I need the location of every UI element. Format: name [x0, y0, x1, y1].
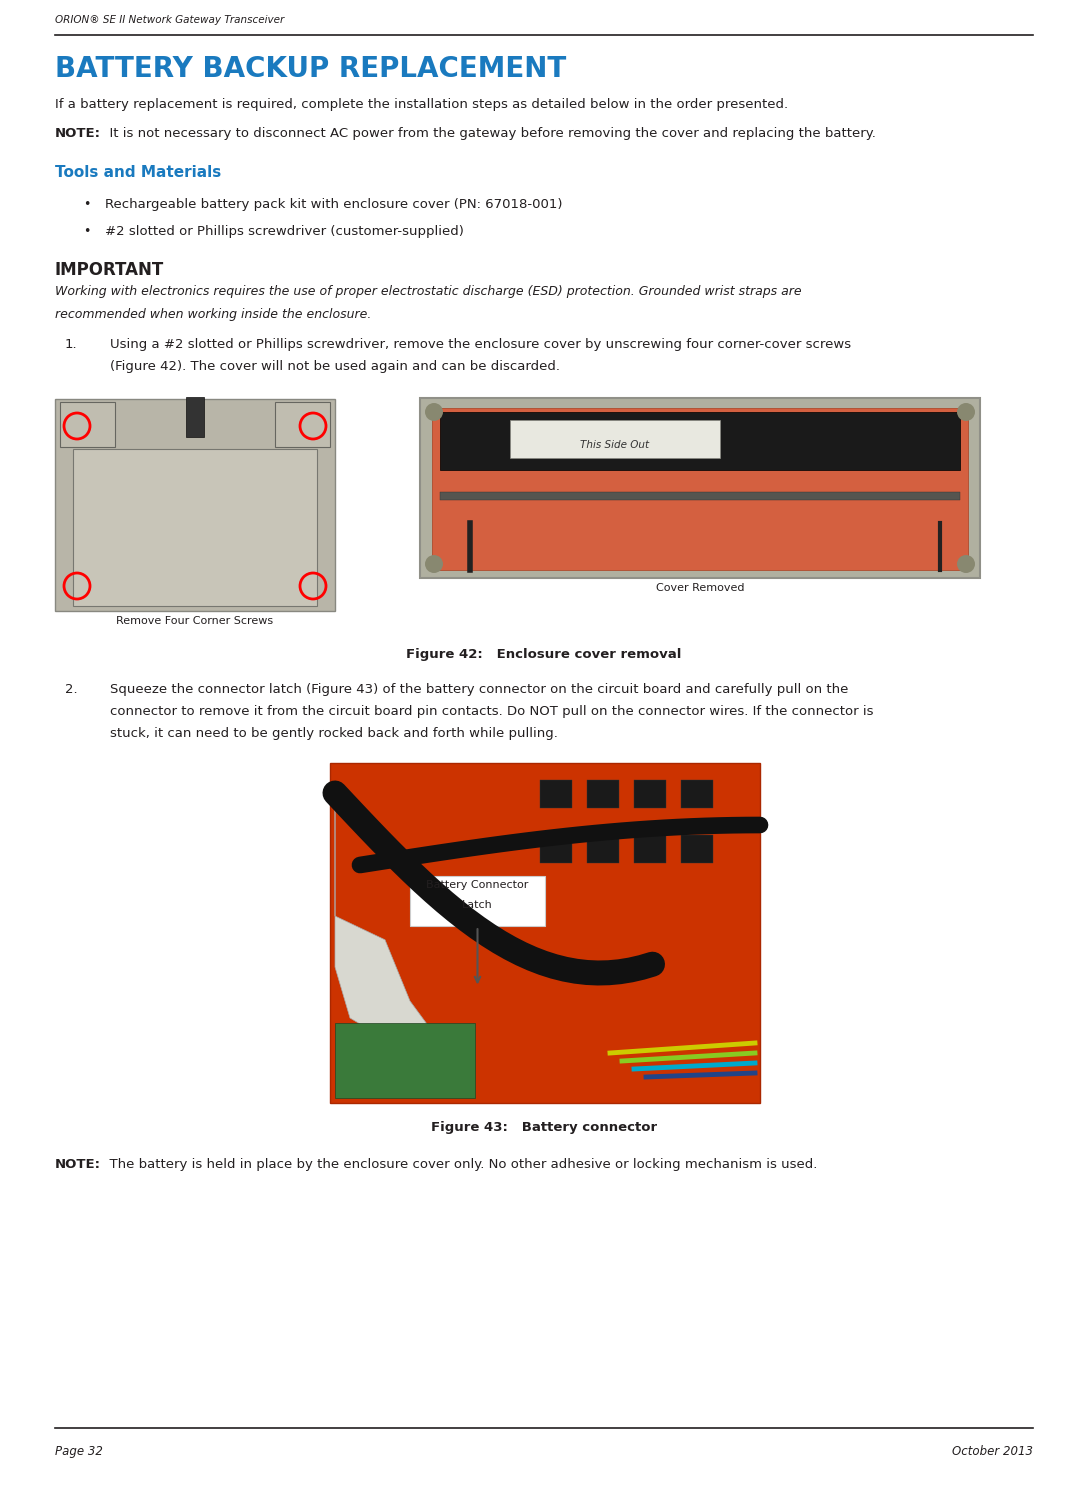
Bar	[588, 836, 619, 863]
Bar	[634, 780, 666, 809]
Text: stuck, it can need to be gently rocked back and forth while pulling.: stuck, it can need to be gently rocked b…	[110, 727, 558, 739]
Bar	[432, 407, 968, 570]
Bar	[540, 836, 572, 863]
Text: #2 slotted or Phillips screwdriver (customer-supplied): #2 slotted or Phillips screwdriver (cust…	[106, 225, 463, 237]
Bar	[275, 401, 330, 446]
Bar	[73, 449, 317, 606]
Text: •: •	[83, 198, 90, 210]
Text: IMPORTANT: IMPORTANT	[55, 262, 164, 280]
Text: Figure 42:   Enclosure cover removal: Figure 42: Enclosure cover removal	[406, 648, 682, 661]
Text: Battery Connector: Battery Connector	[426, 881, 529, 890]
Bar	[55, 398, 335, 612]
Text: If a battery replacement is required, complete the installation steps as detaile: If a battery replacement is required, co…	[55, 98, 788, 111]
Text: The battery is held in place by the enclosure cover only. No other adhesive or l: The battery is held in place by the encl…	[101, 1157, 817, 1171]
Text: Page 32: Page 32	[55, 1444, 103, 1458]
Text: Remove Four Corner Screws: Remove Four Corner Screws	[116, 616, 273, 627]
Bar	[588, 780, 619, 809]
Bar	[60, 401, 115, 446]
Bar	[681, 780, 713, 809]
Bar	[335, 1024, 475, 1099]
Bar	[634, 836, 666, 863]
Bar	[510, 419, 720, 458]
Text: ORION® SE II Network Gateway Transceiver: ORION® SE II Network Gateway Transceiver	[55, 15, 284, 26]
Text: Cover Removed: Cover Removed	[656, 583, 744, 594]
Text: •: •	[83, 225, 90, 237]
Bar	[420, 398, 980, 579]
Text: recommended when working inside the enclosure.: recommended when working inside the encl…	[55, 308, 371, 322]
Bar	[186, 397, 205, 437]
Text: Rechargeable battery pack kit with enclosure cover (PN: 67018-001): Rechargeable battery pack kit with enclo…	[106, 198, 562, 210]
Text: 2.: 2.	[65, 682, 77, 696]
Text: Tools and Materials: Tools and Materials	[55, 165, 221, 180]
Circle shape	[425, 555, 443, 573]
Bar	[440, 412, 960, 470]
Circle shape	[957, 555, 975, 573]
Circle shape	[957, 403, 975, 421]
Text: Squeeze the connector latch (Figure 43) of the battery connector on the circuit : Squeeze the connector latch (Figure 43) …	[110, 682, 849, 696]
Text: (Figure 42). The cover will not be used again and can be discarded.: (Figure 42). The cover will not be used …	[110, 361, 560, 373]
Bar	[540, 780, 572, 809]
Text: This Side Out: This Side Out	[580, 440, 650, 449]
Text: NOTE:: NOTE:	[55, 1157, 101, 1171]
Text: 1.: 1.	[65, 338, 77, 352]
Text: NOTE:: NOTE:	[55, 126, 101, 140]
Bar	[681, 836, 713, 863]
Bar	[330, 764, 761, 1103]
Bar	[440, 491, 960, 500]
Text: BATTERY BACKUP REPLACEMENT: BATTERY BACKUP REPLACEMENT	[55, 56, 566, 83]
Text: It is not necessary to disconnect AC power from the gateway before removing the : It is not necessary to disconnect AC pow…	[101, 126, 876, 140]
Text: connector to remove it from the circuit board pin contacts. Do NOT pull on the c: connector to remove it from the circuit …	[110, 705, 874, 718]
Polygon shape	[335, 794, 430, 1042]
Text: Working with electronics requires the use of proper electrostatic discharge (ESD: Working with electronics requires the us…	[55, 286, 802, 298]
Text: October 2013: October 2013	[952, 1444, 1033, 1458]
Bar	[410, 876, 545, 926]
Text: Figure 43:   Battery connector: Figure 43: Battery connector	[431, 1121, 657, 1133]
Text: Using a #2 slotted or Phillips screwdriver, remove the enclosure cover by unscre: Using a #2 slotted or Phillips screwdriv…	[110, 338, 851, 352]
Circle shape	[425, 403, 443, 421]
Text: Latch: Latch	[462, 900, 493, 911]
